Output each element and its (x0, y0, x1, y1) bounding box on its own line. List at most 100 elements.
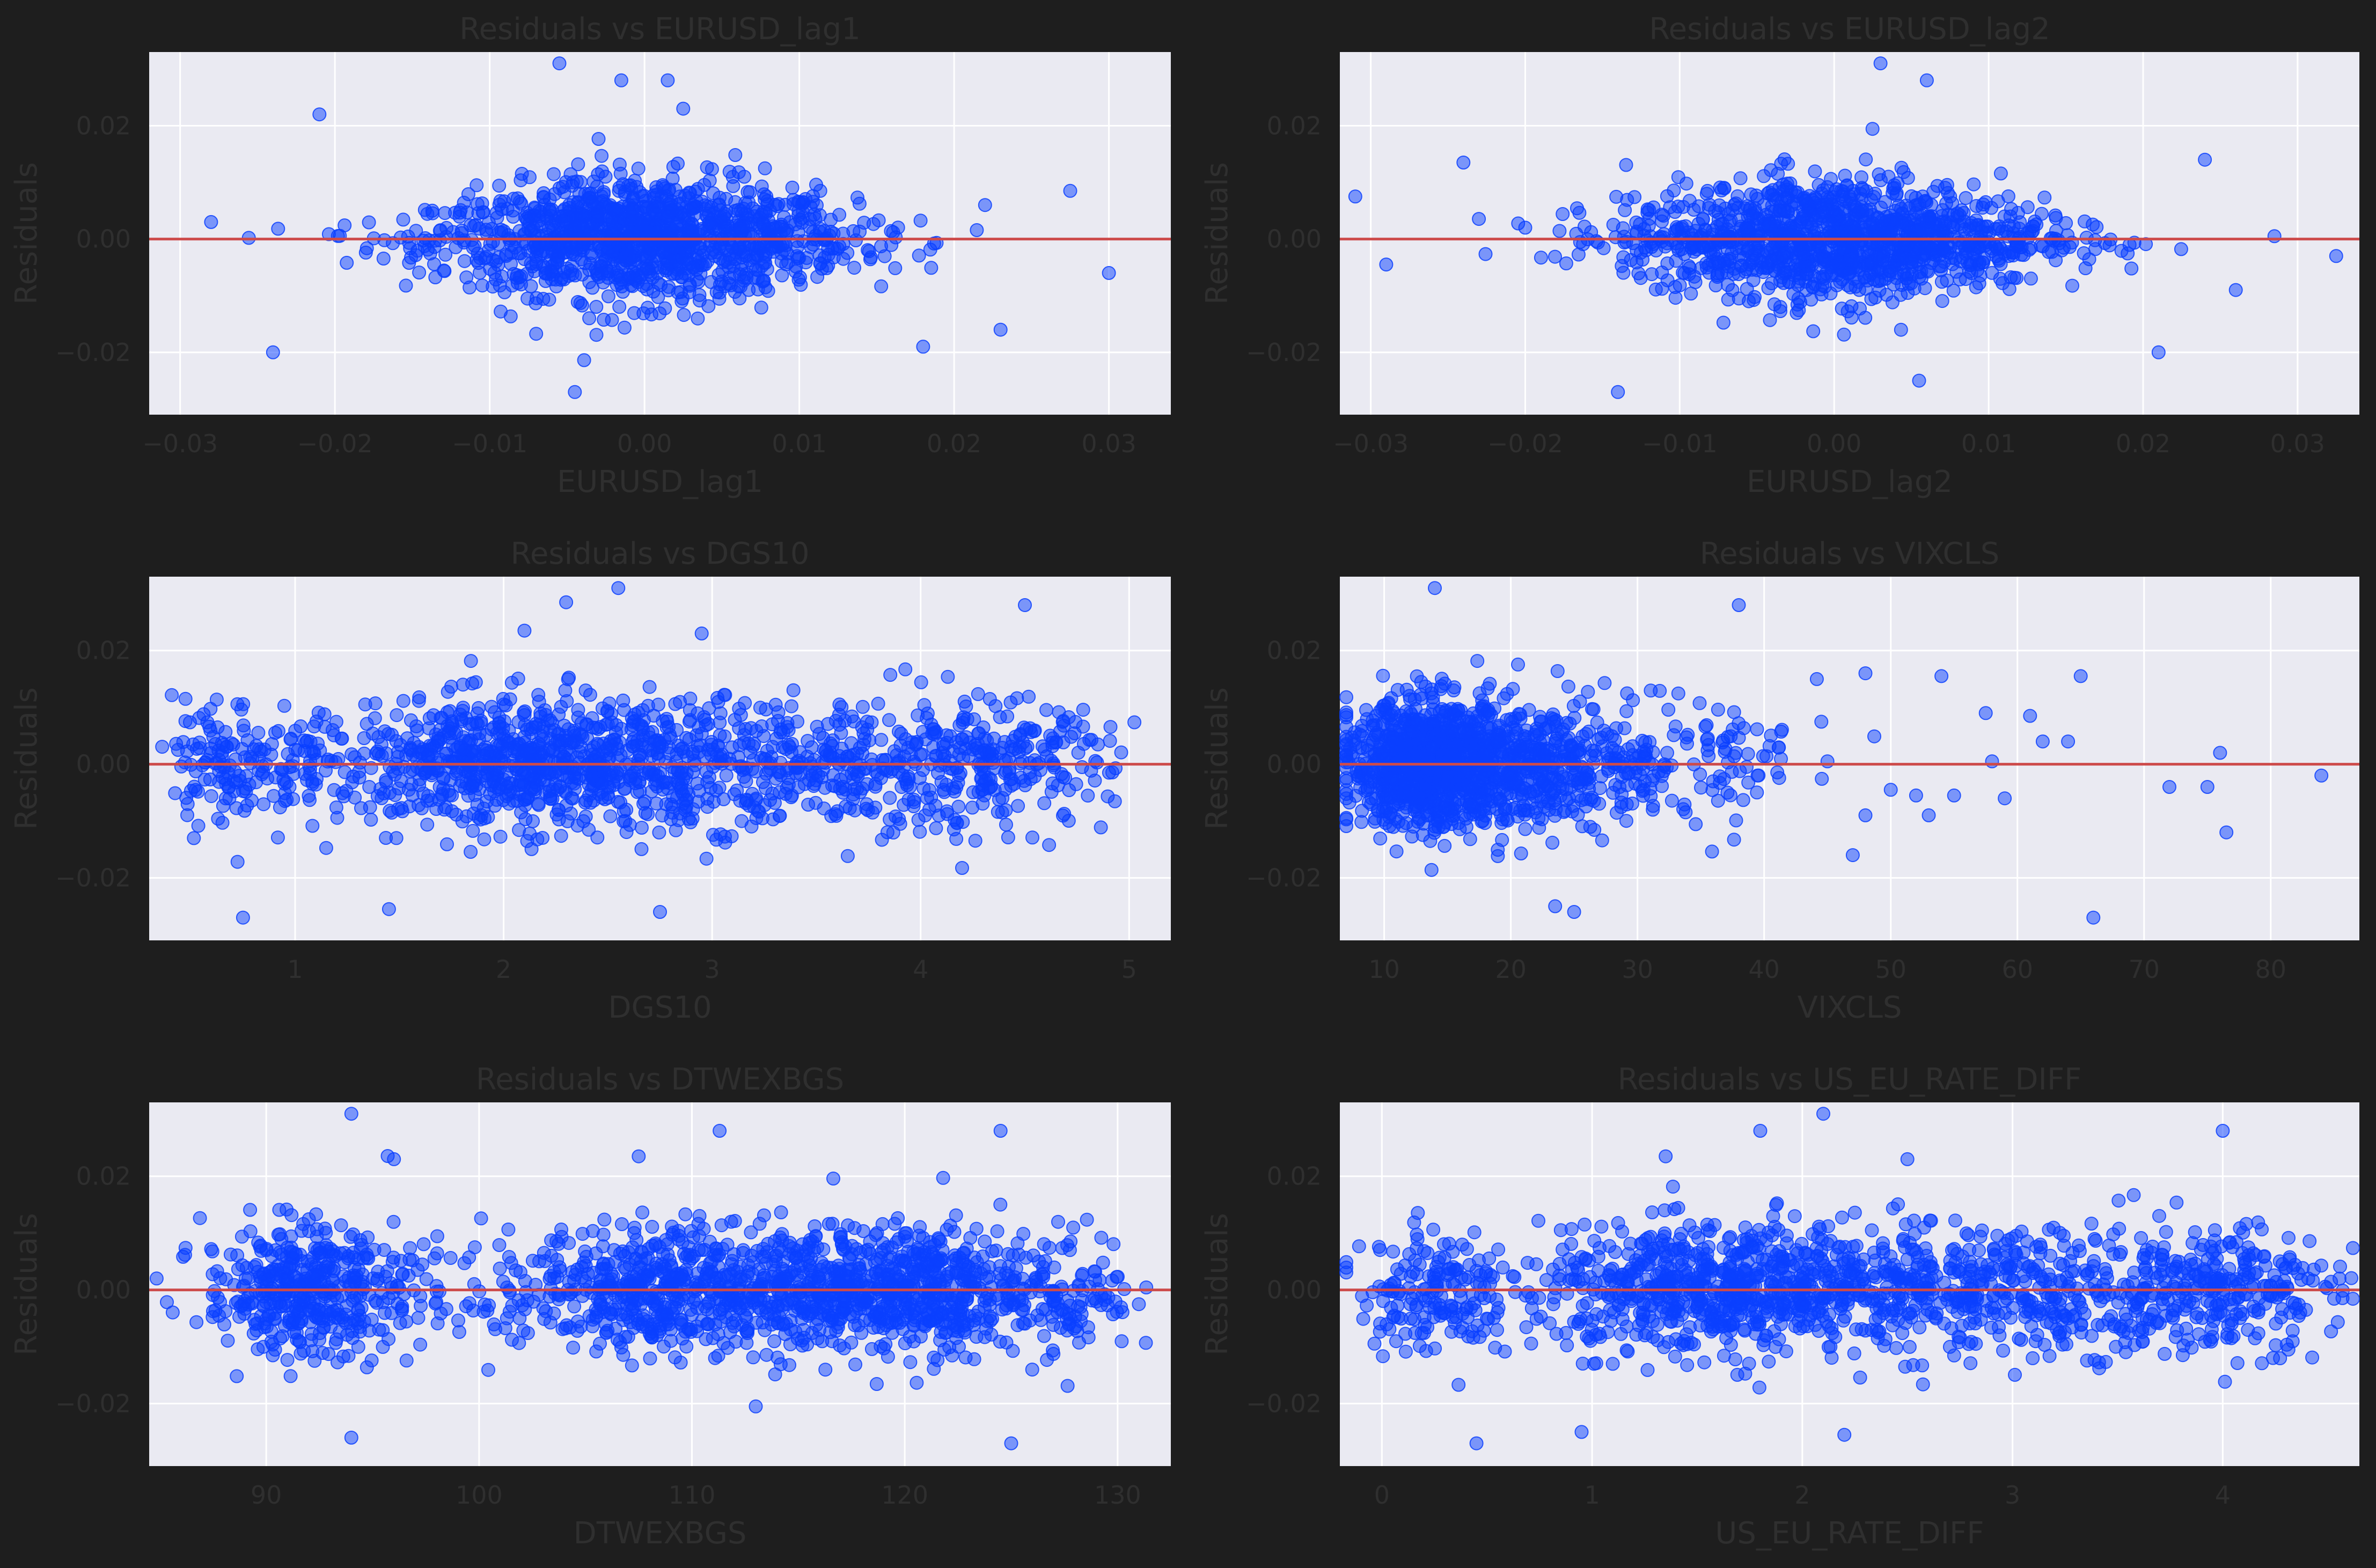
data-point (1820, 190, 1835, 204)
data-point (913, 214, 928, 228)
data-point (775, 268, 789, 283)
data-point (303, 793, 317, 807)
data-point (305, 819, 320, 833)
data-point (1127, 715, 1142, 730)
data-point (499, 249, 514, 263)
data-point (952, 768, 966, 783)
data-point (593, 229, 607, 244)
data-point (618, 782, 632, 796)
data-point (463, 763, 478, 777)
data-point (335, 731, 349, 746)
data-point (329, 715, 343, 729)
data-point (412, 778, 427, 792)
data-point (456, 701, 471, 715)
data-point (971, 726, 986, 741)
data-point (297, 767, 312, 781)
data-point (526, 814, 540, 828)
data-point (478, 768, 493, 783)
data-point (813, 256, 827, 271)
data-point (514, 805, 529, 820)
data-point (1679, 176, 1693, 191)
data-point (221, 766, 236, 781)
data-point (1674, 229, 1689, 244)
data-point (957, 694, 972, 709)
data-point (394, 801, 409, 815)
data-point (1854, 170, 1868, 185)
data-point (1924, 209, 1939, 223)
data-point (626, 192, 640, 207)
data-point (545, 744, 560, 759)
data-point (784, 790, 798, 805)
data-point (670, 266, 684, 281)
data-point (2124, 261, 2139, 276)
data-point (883, 791, 897, 805)
data-point (886, 225, 900, 239)
data-point (1885, 295, 1900, 310)
data-point (2023, 271, 2038, 286)
data-point (771, 705, 786, 719)
data-point (485, 700, 498, 714)
data-point (386, 764, 400, 778)
data-point (591, 738, 605, 752)
data-point (400, 731, 414, 746)
data-point (650, 779, 664, 794)
data-point (192, 711, 207, 725)
data-point (354, 801, 368, 815)
data-point (662, 279, 676, 294)
data-point (668, 240, 682, 255)
x-tick-label: 0.01 (772, 429, 826, 458)
data-point (1410, 669, 1424, 683)
data-point (634, 842, 649, 856)
data-point (169, 737, 184, 751)
data-point (718, 835, 732, 850)
data-point (833, 781, 847, 796)
data-point (1865, 122, 1880, 136)
y-tick-label: 0.02 (76, 111, 131, 140)
data-point (567, 767, 582, 781)
data-point (1534, 251, 1548, 265)
data-point (2006, 219, 2021, 234)
data-point (828, 807, 842, 821)
data-point (568, 219, 582, 234)
data-point (1996, 276, 2010, 290)
data-point (1964, 266, 1978, 281)
data-point (1905, 268, 1919, 282)
data-point (226, 738, 240, 752)
data-point (863, 252, 877, 267)
data-point (754, 719, 769, 733)
data-point (2049, 224, 2063, 238)
data-point (517, 623, 532, 638)
data-point (998, 783, 1013, 797)
data-point (745, 230, 760, 245)
data-point (466, 823, 480, 838)
data-point (679, 731, 693, 745)
data-point (655, 808, 669, 823)
data-point (731, 279, 746, 293)
data-point (178, 755, 192, 770)
data-point (780, 223, 795, 238)
data-point (2151, 345, 2166, 359)
data-point (619, 803, 634, 817)
data-point (595, 164, 609, 179)
data-point (271, 724, 285, 738)
data-point (782, 740, 797, 754)
data-point (914, 675, 928, 689)
data-point (612, 183, 626, 198)
data-point (809, 178, 823, 192)
x-tick-label: 0.02 (2116, 429, 2170, 458)
data-point (614, 73, 628, 87)
data-point (1938, 181, 1952, 195)
data-point (1379, 257, 1394, 272)
data-point (734, 204, 748, 218)
data-point (739, 267, 753, 281)
data-point (648, 205, 663, 220)
data-point (710, 691, 724, 705)
data-point (1081, 789, 1095, 803)
x-tick-label: −0.03 (142, 429, 218, 458)
data-point (804, 740, 819, 755)
data-point (1883, 264, 1898, 278)
data-point (772, 765, 787, 779)
data-point (1548, 249, 1562, 264)
data-point (1076, 703, 1090, 717)
data-point (399, 278, 413, 293)
